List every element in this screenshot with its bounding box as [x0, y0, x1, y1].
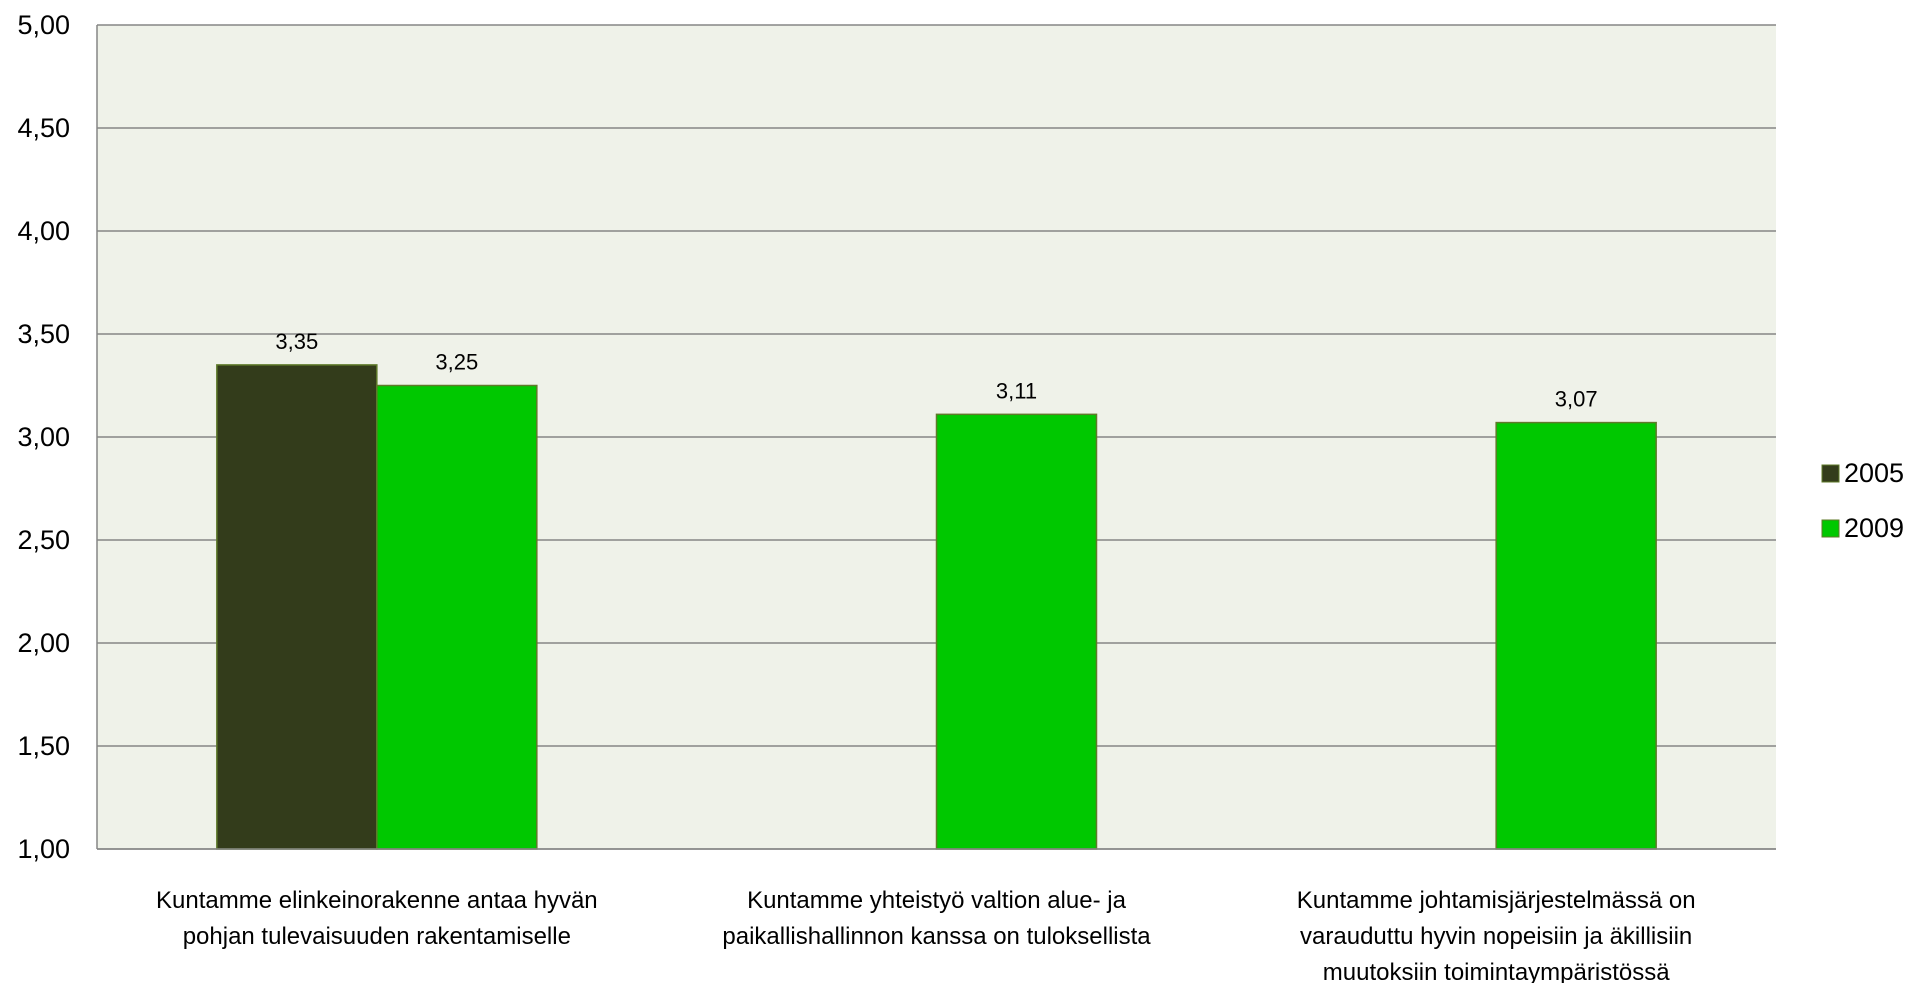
y-tick-label: 2,50 [17, 525, 70, 555]
y-tick-label: 4,50 [17, 113, 70, 143]
y-tick-label: 2,00 [17, 628, 70, 658]
bar-2009-cat-2 [935, 413, 1098, 850]
bar-2009-cat-3 [1495, 421, 1657, 850]
data-label-2009-cat-3: 3,07 [1555, 387, 1598, 412]
data-label-2009-cat-2: 3,11 [996, 378, 1037, 403]
y-tick-label: 3,50 [17, 319, 70, 349]
bar-2009-cat-1 [376, 384, 538, 850]
y-tick-label: 1,50 [17, 731, 70, 761]
y-tick-label: 5,00 [17, 10, 70, 40]
y-tick-label: 4,00 [17, 216, 70, 246]
legend-label-2005: 2005 [1844, 458, 1904, 488]
y-tick-label: 3,00 [17, 422, 70, 452]
legend-swatch-2009 [1821, 519, 1840, 538]
category-label: varauduttu hyvin nopeisiin ja äkillisiin [1300, 923, 1692, 950]
category-label: Kuntamme elinkeinorakenne antaa hyvän [156, 887, 598, 914]
category-label: pohjan tulevaisuuden rakentamiselle [183, 923, 571, 950]
y-tick-label: 1,00 [17, 834, 70, 864]
category-label: paikallishallinnon kanssa on tuloksellis… [722, 923, 1151, 950]
legend-swatch-2005 [1821, 464, 1840, 483]
bar-2005-cat-1 [216, 364, 378, 850]
data-label-2009-cat-1: 3,25 [435, 350, 478, 375]
data-label-2005-cat-1: 3,35 [275, 329, 318, 354]
category-label: Kuntamme johtamisjärjestelmässä on [1297, 887, 1696, 914]
category-label: muutoksiin toimintaympäristössä [1323, 959, 1670, 983]
legend-label-2009: 2009 [1844, 513, 1904, 543]
category-label: Kuntamme yhteistyö valtion alue- ja [747, 887, 1127, 914]
